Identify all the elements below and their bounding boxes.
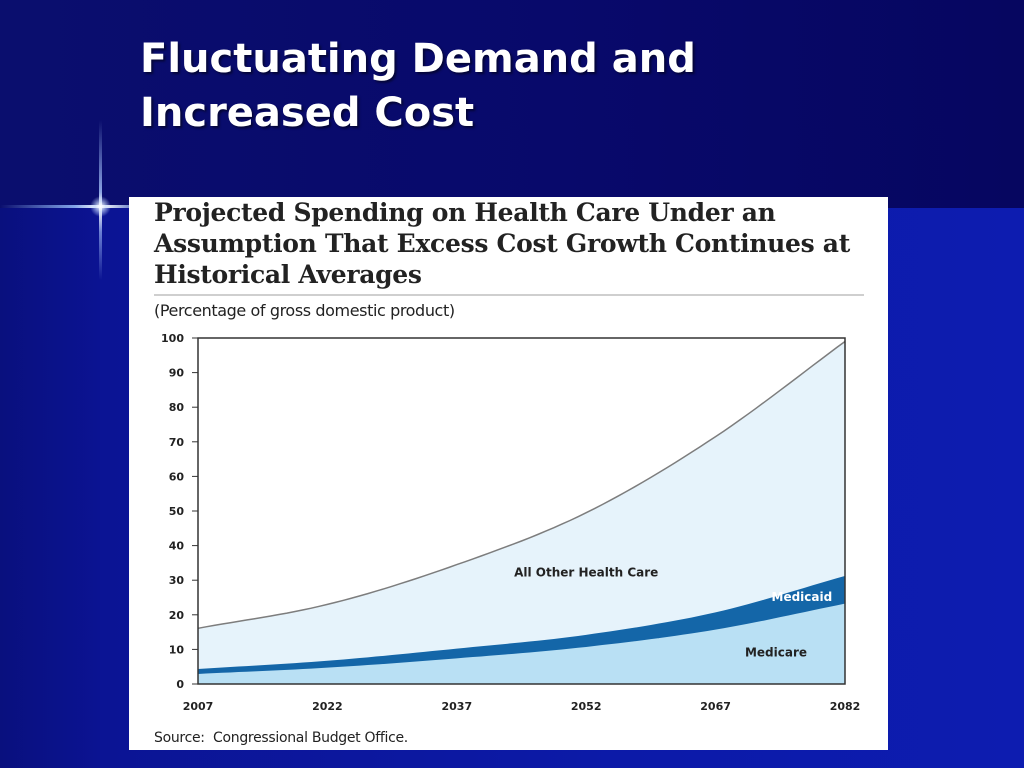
slide-title: Fluctuating Demand and Increased Cost (140, 32, 840, 140)
y-tick-label: 80 (169, 401, 185, 414)
x-tick-label: 2037 (441, 700, 472, 713)
series-lines (197, 340, 846, 676)
series-label-medicare: Medicare (745, 645, 807, 659)
y-tick-label: 40 (169, 540, 185, 553)
x-tick-label: 2007 (183, 700, 214, 713)
y-axis: 0 10 20 30 40 50 60 70 80 90 100 (161, 332, 198, 691)
x-tick-label: 2022 (312, 700, 343, 713)
y-tick-label: 50 (169, 505, 185, 518)
y-tick-label: 90 (169, 367, 185, 380)
x-axis: 2007 2022 2037 2052 2067 2082 (183, 700, 861, 713)
y-tick-label: 70 (169, 436, 185, 449)
slide-background-left-band (0, 208, 100, 768)
line-medicare (197, 603, 846, 676)
x-tick-label: 2052 (571, 700, 602, 713)
chart-source: Source: Congressional Budget Office. (154, 730, 408, 746)
line-all-other-health-care (197, 340, 846, 630)
x-tick-label: 2082 (830, 700, 861, 713)
line-medicaid (197, 575, 846, 671)
slide-background-top (0, 0, 1024, 208)
slide-title-line: Fluctuating Demand and (140, 36, 696, 82)
series-label-all-other-health-care: All Other Health Care (514, 566, 658, 580)
chart-title-line: Assumption That Excess Cost Growth Conti… (154, 229, 850, 258)
lens-flare-glow (90, 196, 111, 217)
series-areas (198, 341, 845, 684)
lens-flare-horizontal (0, 205, 135, 208)
area-medicare (198, 604, 845, 684)
y-tick-label: 30 (169, 574, 185, 587)
chart-panel: Projected Spending on Health Care Under … (129, 197, 888, 750)
chart-subtitle: (Percentage of gross domestic product) (154, 301, 455, 320)
y-tick-label: 60 (169, 470, 185, 483)
y-tick-label: 100 (161, 332, 184, 345)
y-tick-label: 0 (176, 678, 184, 691)
area-all-other-health-care (198, 341, 845, 670)
title-divider (154, 294, 864, 296)
slide-title-line: Increased Cost (140, 90, 475, 136)
chart-title-line: Projected Spending on Health Care Under … (154, 198, 776, 227)
y-tick-label: 20 (169, 609, 185, 622)
source-label: Source: (154, 730, 205, 746)
series-label-medicaid: Medicaid (772, 590, 833, 604)
y-tick-label: 10 (169, 643, 185, 656)
area-medicaid (198, 576, 845, 675)
chart-title-line: Historical Averages (154, 260, 422, 289)
x-tick-label: 2067 (700, 700, 731, 713)
series-labels: Medicare Medicaid All Other Health Care (514, 566, 832, 660)
source-text: Congressional Budget Office. (213, 730, 408, 746)
chart-title: Projected Spending on Health Care Under … (154, 197, 874, 290)
